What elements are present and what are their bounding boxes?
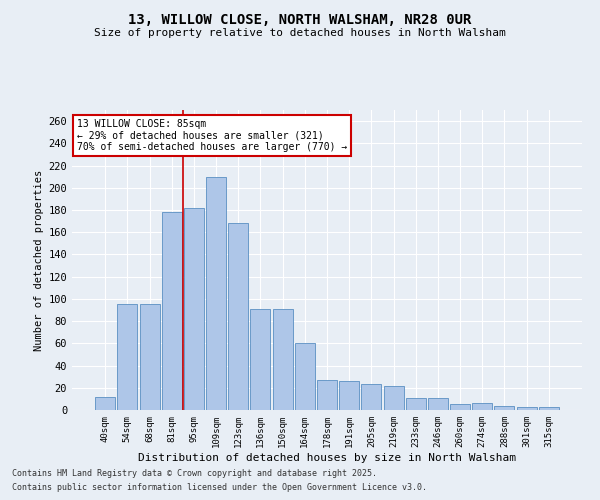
Bar bbox=[428, 398, 448, 410]
Y-axis label: Number of detached properties: Number of detached properties bbox=[34, 170, 44, 350]
Bar bbox=[494, 406, 514, 410]
Bar bbox=[406, 398, 426, 410]
Bar bbox=[162, 212, 182, 410]
Text: 13, WILLOW CLOSE, NORTH WALSHAM, NR28 0UR: 13, WILLOW CLOSE, NORTH WALSHAM, NR28 0U… bbox=[128, 12, 472, 26]
Bar bbox=[472, 404, 492, 410]
Bar bbox=[539, 406, 559, 410]
Text: Contains HM Land Registry data © Crown copyright and database right 2025.: Contains HM Land Registry data © Crown c… bbox=[12, 468, 377, 477]
Bar bbox=[317, 380, 337, 410]
Text: Size of property relative to detached houses in North Walsham: Size of property relative to detached ho… bbox=[94, 28, 506, 38]
Bar bbox=[250, 309, 271, 410]
Bar bbox=[295, 344, 315, 410]
Bar bbox=[272, 309, 293, 410]
X-axis label: Distribution of detached houses by size in North Walsham: Distribution of detached houses by size … bbox=[138, 452, 516, 462]
Bar bbox=[140, 304, 160, 410]
Bar bbox=[517, 406, 536, 410]
Bar bbox=[339, 381, 359, 410]
Bar bbox=[383, 386, 404, 410]
Text: 13 WILLOW CLOSE: 85sqm
← 29% of detached houses are smaller (321)
70% of semi-de: 13 WILLOW CLOSE: 85sqm ← 29% of detached… bbox=[77, 119, 347, 152]
Bar bbox=[206, 176, 226, 410]
Bar bbox=[184, 208, 204, 410]
Bar bbox=[228, 224, 248, 410]
Bar bbox=[95, 396, 115, 410]
Text: Contains public sector information licensed under the Open Government Licence v3: Contains public sector information licen… bbox=[12, 484, 427, 492]
Bar bbox=[118, 304, 137, 410]
Bar bbox=[450, 404, 470, 410]
Bar bbox=[361, 384, 382, 410]
